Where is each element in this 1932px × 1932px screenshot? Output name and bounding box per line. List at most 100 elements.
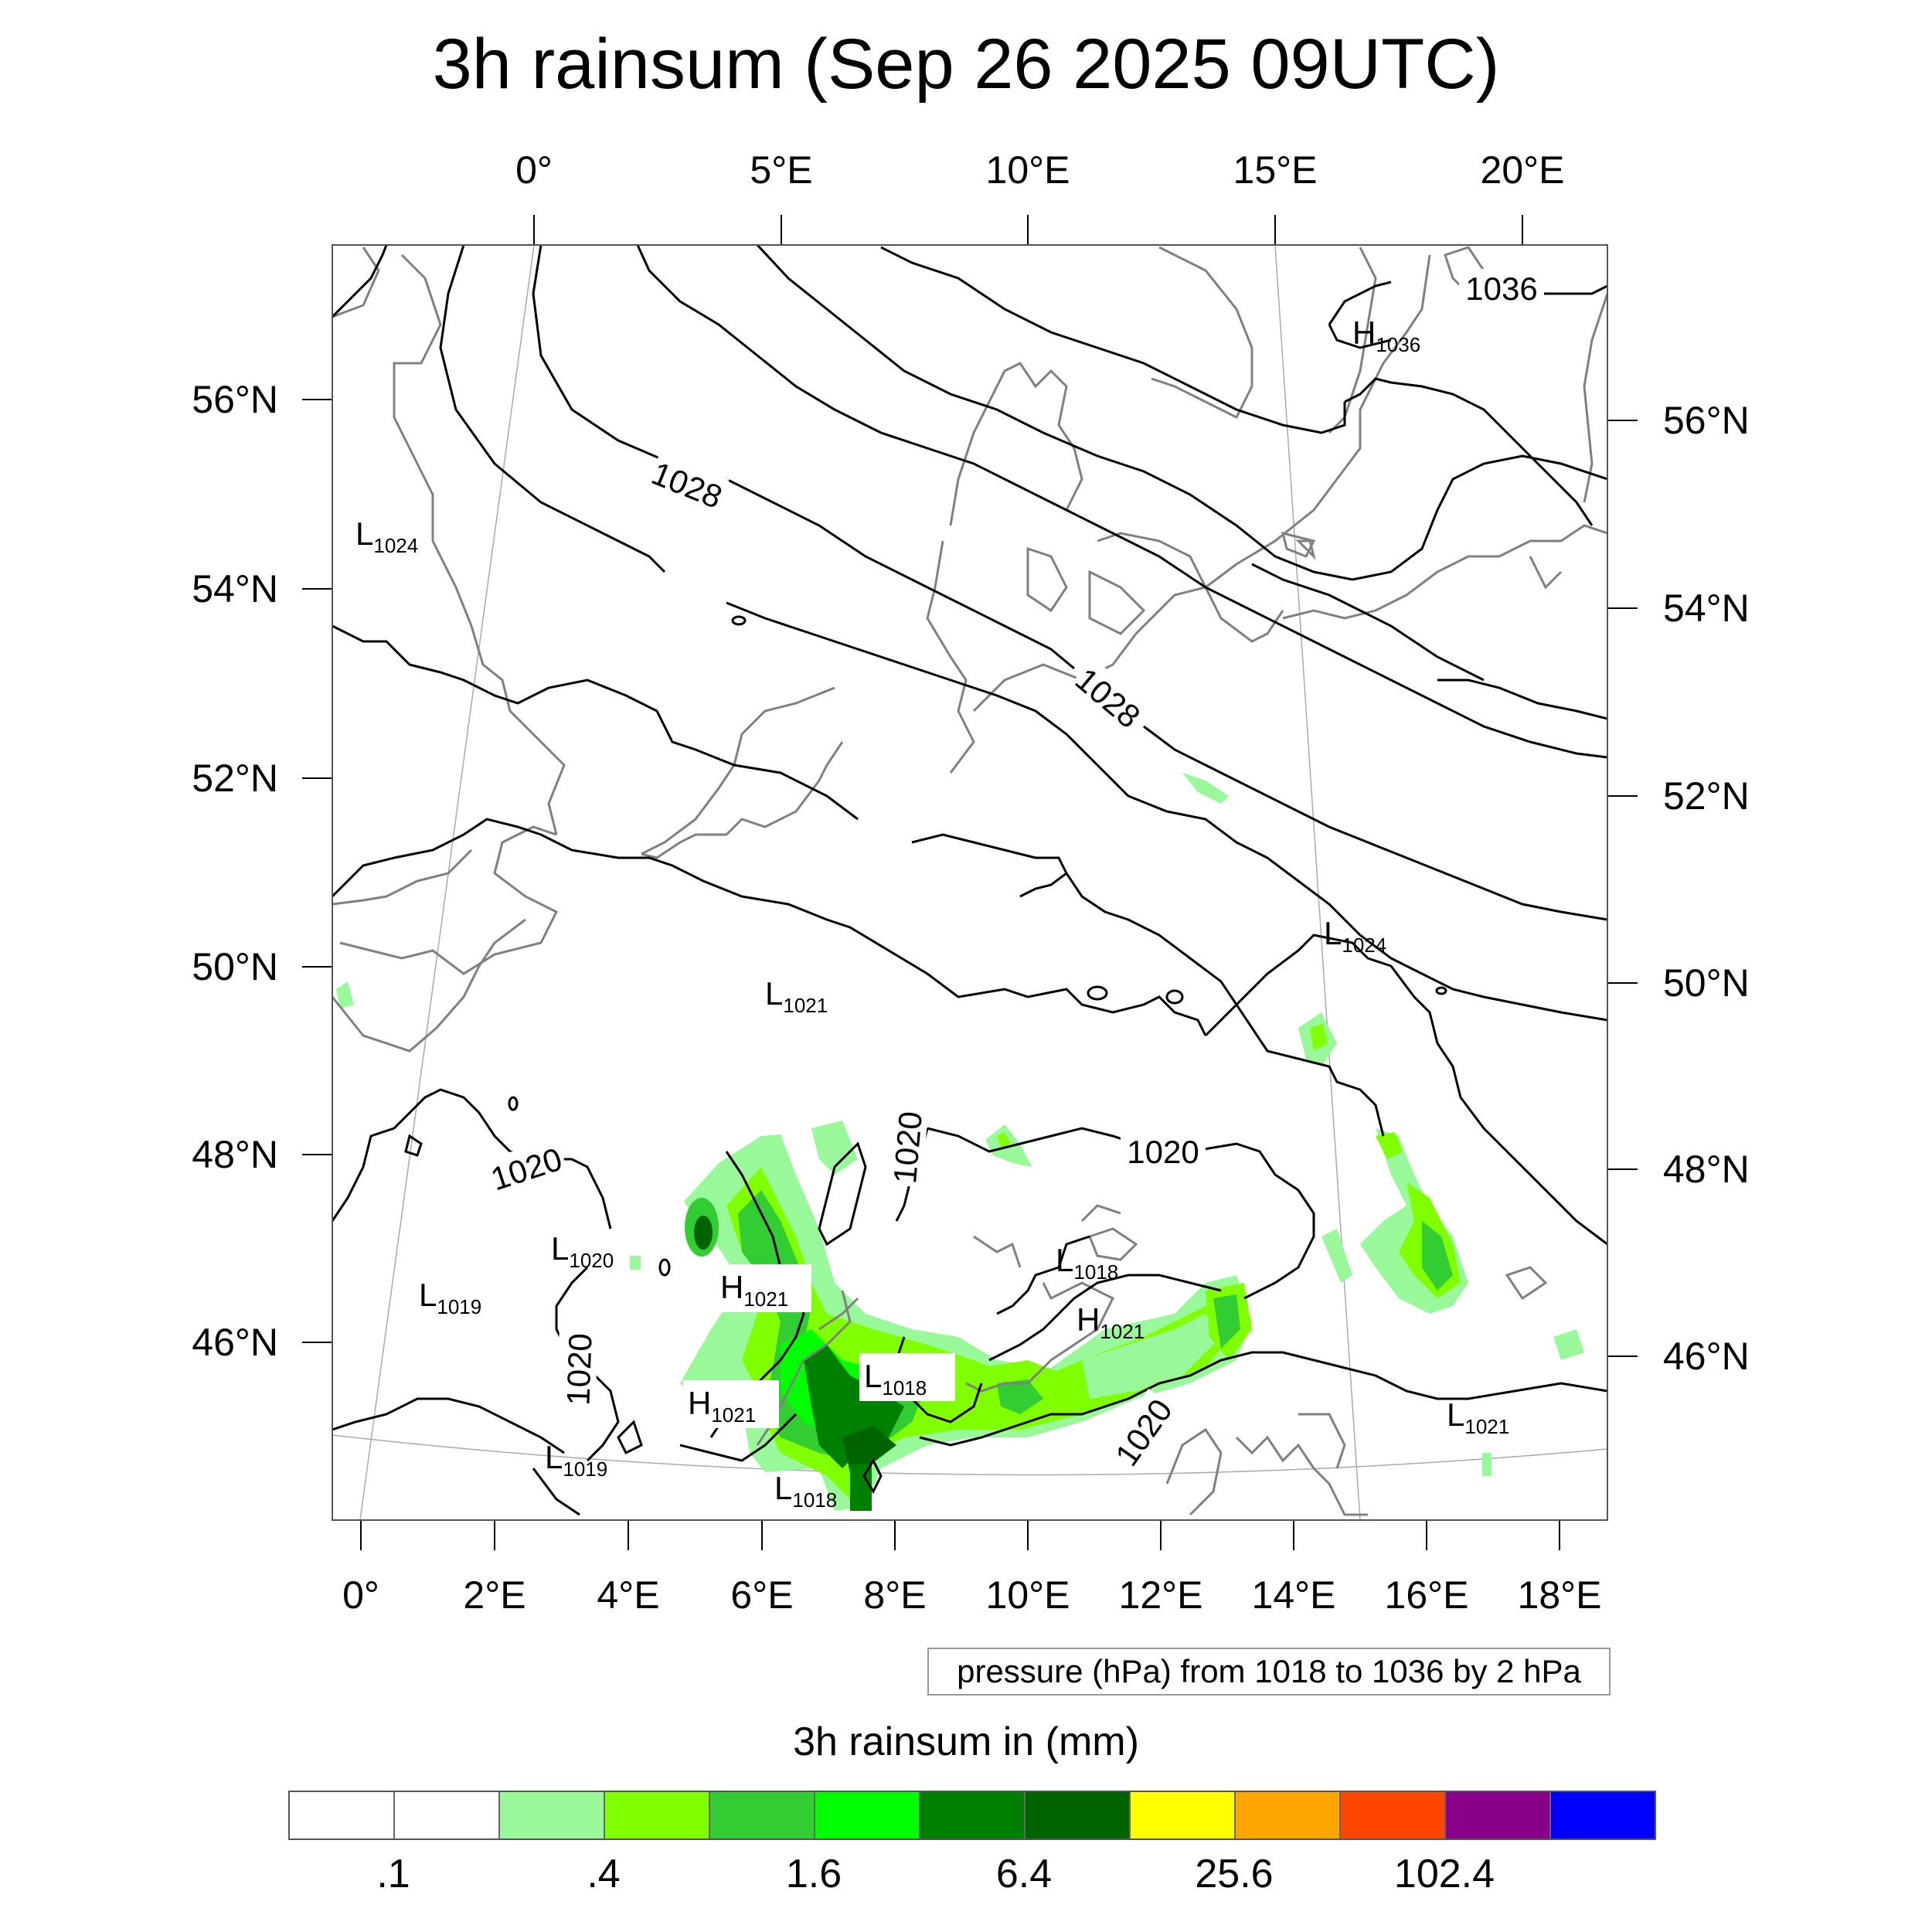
right-ticks	[1607, 420, 1638, 1357]
svg-text:L1024: L1024	[355, 515, 418, 557]
colorbar-swatch	[500, 1792, 605, 1838]
svg-text:L1018: L1018	[864, 1358, 927, 1400]
contour-label-text: 1020	[1127, 1134, 1199, 1170]
svg-text:L1020: L1020	[551, 1230, 614, 1272]
low-marker: L1018	[1056, 1242, 1118, 1284]
colorbar-label: 25.6	[1195, 1852, 1274, 1896]
svg-text:L1019: L1019	[419, 1277, 481, 1318]
colorbar-swatch	[920, 1792, 1026, 1838]
lat-label: 48°N	[192, 1133, 278, 1176]
contour-label-text: 1036	[1465, 270, 1537, 307]
svg-text:H1021: H1021	[688, 1385, 756, 1427]
colorbar-label: 6.4	[995, 1852, 1053, 1896]
lat-label: 54°N	[192, 567, 278, 611]
colorbar-swatch	[1446, 1792, 1551, 1838]
high-marker: H1036	[1352, 315, 1420, 356]
svg-text:L1021: L1021	[765, 975, 828, 1017]
svg-text:L1024: L1024	[1324, 915, 1386, 957]
colorbar	[288, 1791, 1656, 1840]
svg-text:L1019: L1019	[545, 1439, 607, 1481]
low-marker: L1020	[551, 1230, 614, 1272]
lat-label: 46°N	[1663, 1335, 1750, 1378]
lat-label: 52°N	[192, 757, 278, 800]
contour-label-1020-c: 1020	[1121, 1132, 1206, 1171]
lon-label: 6°E	[730, 1573, 794, 1617]
contour-label-text: 1020	[886, 1110, 929, 1185]
colorbar-swatch	[1551, 1792, 1655, 1838]
high-marker: H1021	[716, 1264, 811, 1312]
lon-label: 4°E	[597, 1573, 660, 1617]
svg-text:H1021: H1021	[1077, 1301, 1145, 1343]
contour-label-1036: 1036	[1459, 269, 1544, 308]
low-marker: L1024	[1324, 915, 1386, 957]
contour-info-box: pressure (hPa) from 1018 to 1036 by 2 hP…	[927, 1648, 1611, 1696]
rain-field	[336, 773, 1584, 1511]
svg-text:H1021: H1021	[720, 1269, 788, 1311]
low-marker: L1018	[774, 1470, 837, 1512]
low-marker: L1018	[859, 1353, 955, 1401]
colorbar-swatch	[815, 1792, 920, 1838]
low-marker: L1019	[545, 1439, 607, 1481]
colorbar-swatch	[1341, 1792, 1446, 1838]
lon-label: 5°E	[750, 148, 813, 192]
colorbar-label: 1.6	[785, 1852, 842, 1896]
lon-label: 20°E	[1480, 148, 1565, 192]
left-ticks	[302, 399, 332, 1343]
lon-label: 0°	[342, 1573, 379, 1617]
lon-label: 0°	[515, 148, 553, 192]
lat-label: 50°N	[1663, 961, 1750, 1005]
colorbar-swatch	[710, 1792, 815, 1838]
low-marker: L1021	[765, 975, 828, 1017]
contour-label-1020-d: 1020	[556, 1329, 599, 1409]
low-marker: L1019	[419, 1277, 481, 1318]
map-title: 3h rainsum (Sep 26 2025 09UTC)	[432, 25, 1500, 104]
lon-label: 10°E	[985, 148, 1070, 192]
colorbar-swatch	[395, 1792, 500, 1838]
lon-label: 15°E	[1233, 148, 1318, 192]
lat-label: 50°N	[192, 945, 278, 988]
contour-label-1028-a: 1028	[646, 451, 730, 515]
coastlines	[332, 246, 1607, 1516]
high-marker: H1021	[683, 1380, 779, 1428]
low-marker: L1024	[355, 515, 418, 557]
colorbar-swatch	[1131, 1792, 1236, 1838]
colorbar-swatch	[290, 1792, 395, 1838]
contour-label-text: 1020	[560, 1332, 598, 1406]
lon-label: 10°E	[985, 1573, 1070, 1617]
bottom-ticks	[360, 1520, 1560, 1550]
map-frame	[332, 244, 1608, 1521]
lon-label: 16°E	[1384, 1573, 1469, 1617]
contour-label-1028-b: 1028	[1068, 658, 1151, 736]
lon-label: 18°E	[1517, 1573, 1602, 1617]
contour-label-1020-a: 1020	[483, 1137, 569, 1198]
colorbar-label: .4	[587, 1852, 621, 1896]
lat-label: 52°N	[1663, 774, 1750, 818]
lon-label: 8°E	[863, 1573, 927, 1617]
lat-label: 46°N	[192, 1321, 278, 1364]
lat-label: 54°N	[1663, 587, 1750, 630]
lat-label: 48°N	[1663, 1148, 1750, 1191]
colorbar-swatch	[1236, 1792, 1341, 1838]
colorbar-label: 102.4	[1393, 1852, 1495, 1896]
colorbar-swatch	[605, 1792, 710, 1838]
high-marker: H1021	[1077, 1301, 1145, 1343]
svg-text:H1036: H1036	[1352, 315, 1420, 356]
lat-label: 56°N	[192, 378, 278, 421]
pressure-systems: L1024 H1036 L1021 L1024 L1020 L1019 H102…	[355, 315, 1509, 1512]
low-marker: L1021	[1447, 1396, 1509, 1438]
colorbar-label: .1	[376, 1852, 410, 1896]
contour-label-1020-b: 1020	[883, 1107, 929, 1188]
lon-label: 12°E	[1118, 1573, 1203, 1617]
lat-label: 56°N	[1663, 399, 1750, 442]
svg-text:L1021: L1021	[1447, 1396, 1509, 1438]
graticule	[332, 245, 1607, 1520]
colorbar-swatch	[1026, 1792, 1131, 1838]
isobars	[332, 245, 1607, 1516]
top-ticks	[533, 215, 1523, 245]
svg-text:L1018: L1018	[774, 1470, 837, 1512]
svg-text:L1018: L1018	[1056, 1242, 1118, 1284]
lon-label: 2°E	[463, 1573, 526, 1617]
colorbar-title: 3h rainsum in (mm)	[793, 1719, 1139, 1764]
lon-label: 14°E	[1251, 1573, 1336, 1617]
